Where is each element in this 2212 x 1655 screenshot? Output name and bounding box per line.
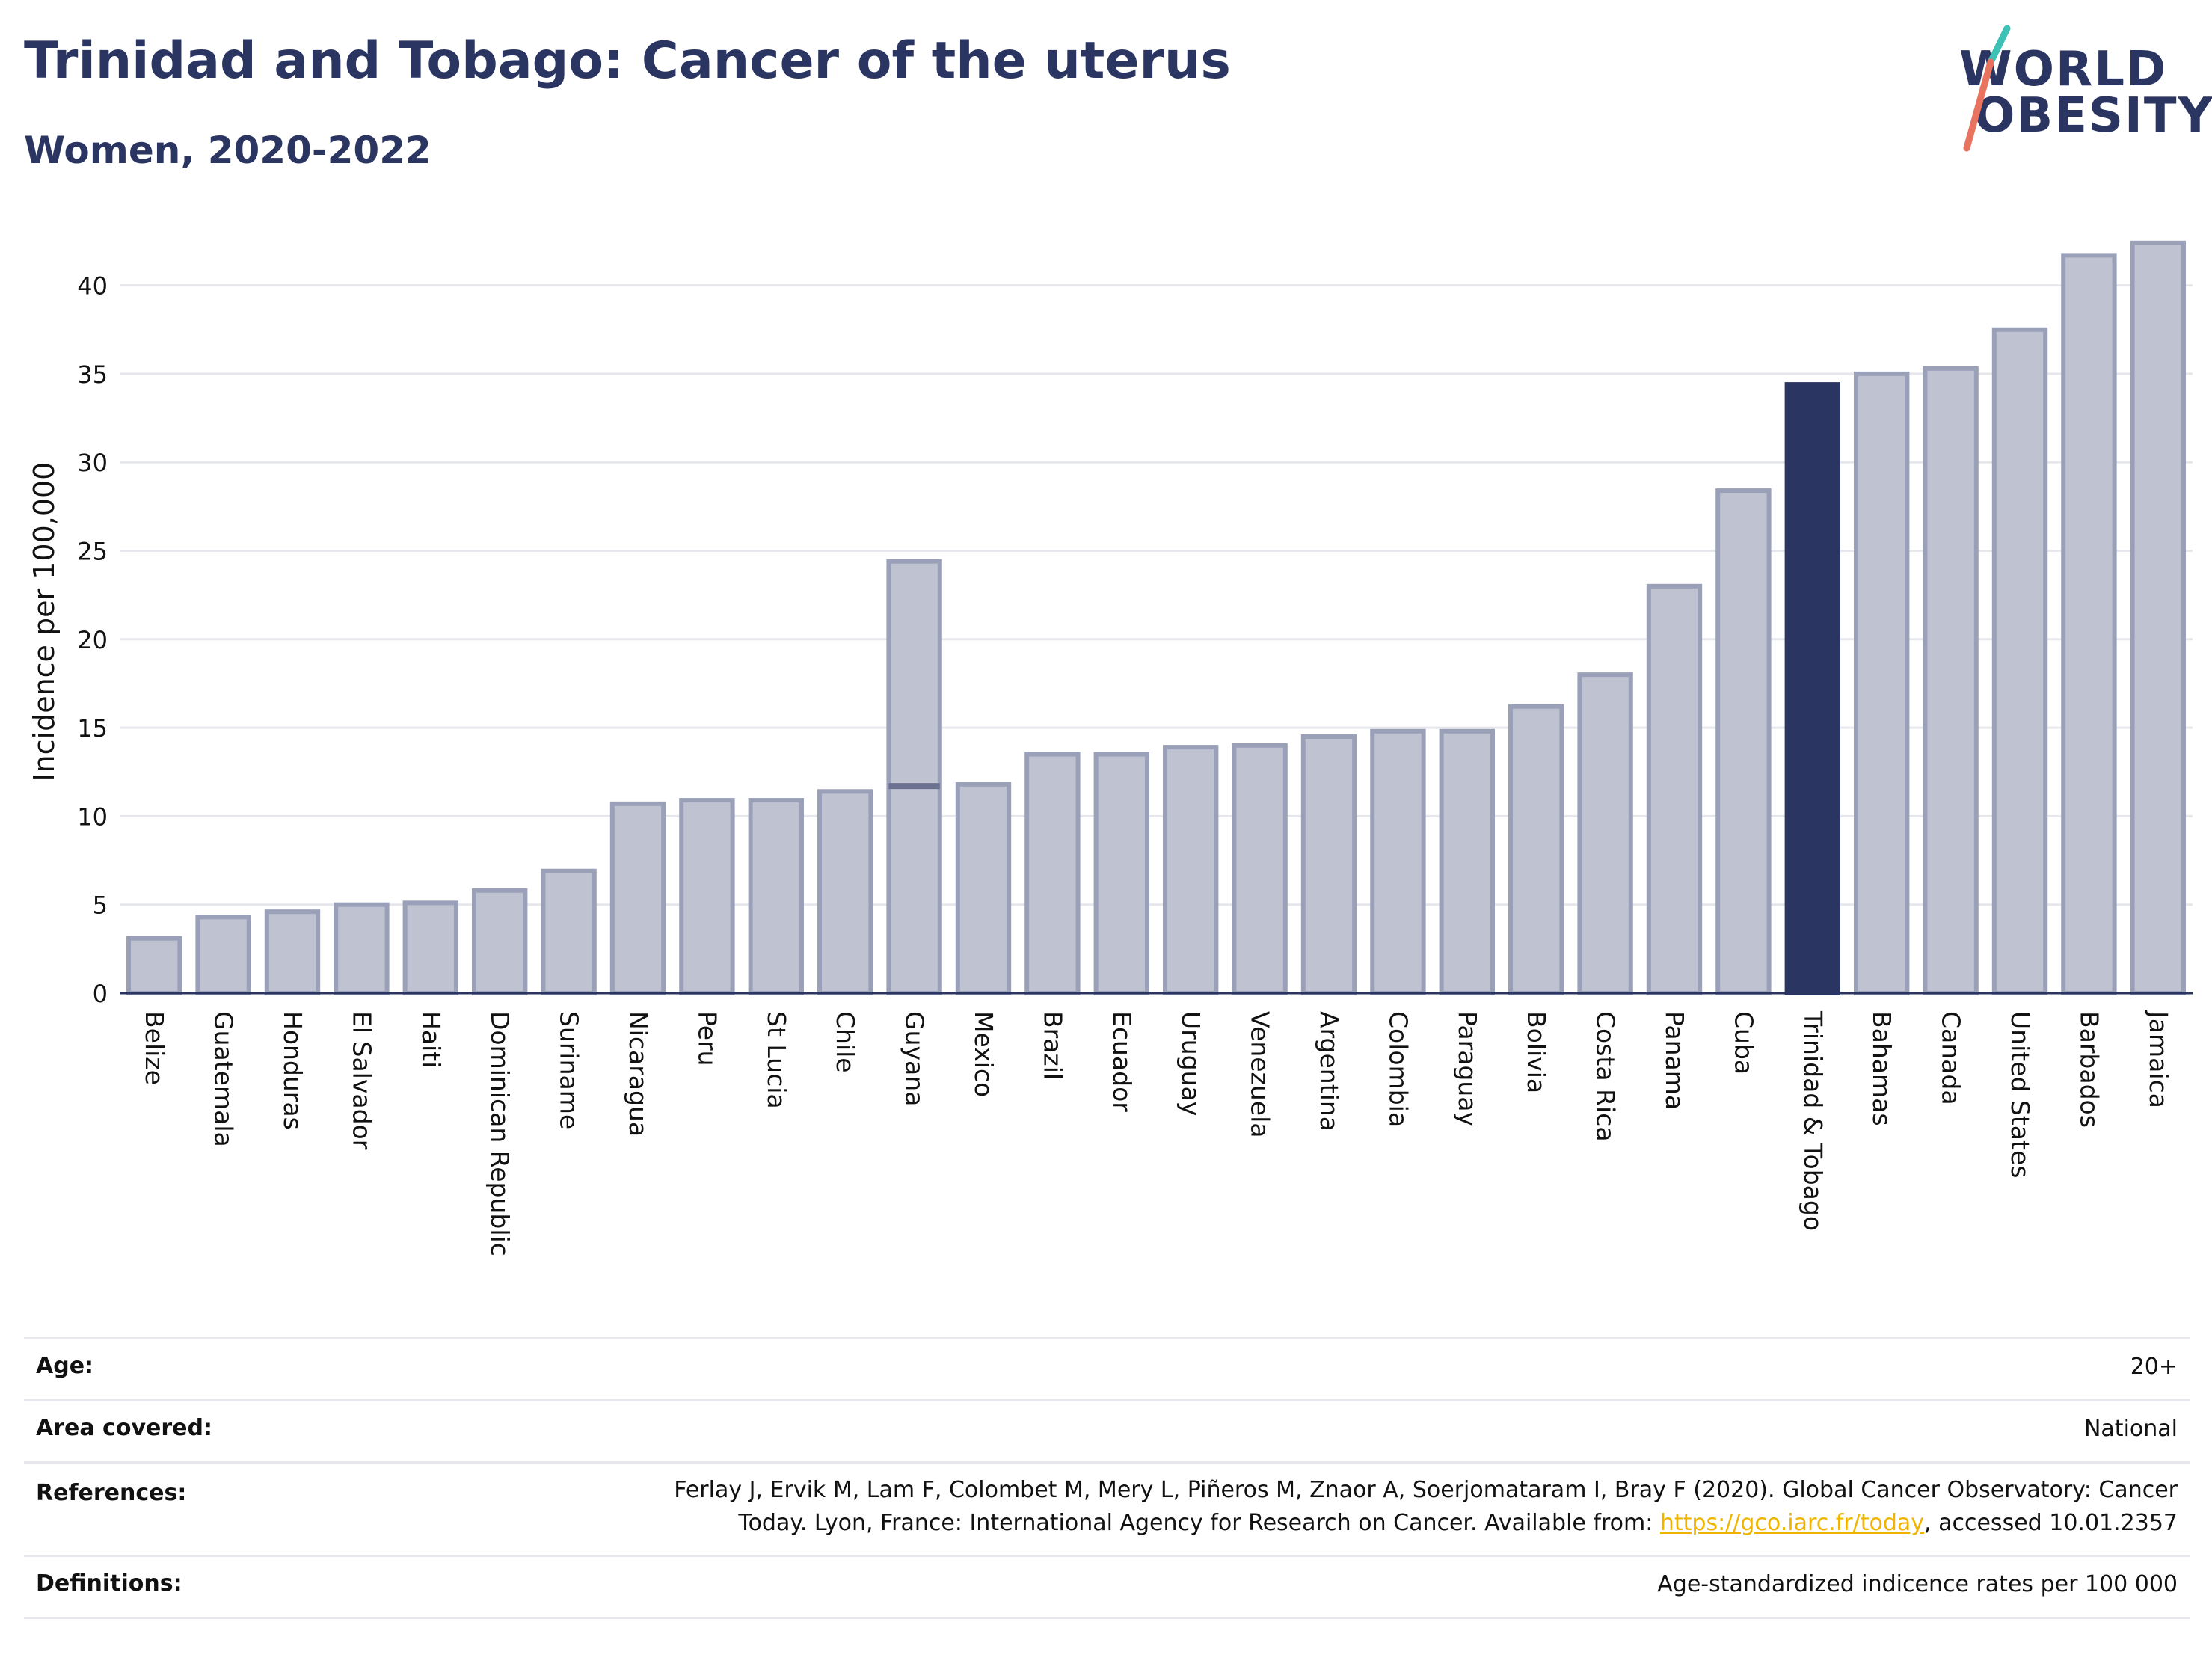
bar-guatemala (195, 915, 251, 996)
bar-bahamas (1854, 371, 1910, 995)
y-tick-label: 0 (93, 980, 108, 1008)
bar-bolivia (1508, 704, 1564, 995)
info-value-definitions: Age-standardized indicence rates per 100… (1657, 1571, 2178, 1597)
x-tick-label: Brazil (1038, 1011, 1067, 1080)
bar-uruguay (1163, 745, 1219, 995)
y-tick-label: 5 (93, 891, 108, 920)
bar-costa-rica (1577, 672, 1633, 995)
x-tick-label: Uruguay (1176, 1011, 1205, 1116)
x-tick-label: Guatemala (209, 1011, 239, 1147)
x-tick-label: Barbados (2074, 1011, 2104, 1128)
reference-accessed: , accessed 10.01.2357 (1924, 1510, 2178, 1536)
bar-panama (1646, 583, 1703, 995)
world-obesity-logo: WORLD OBESITY (1952, 21, 2212, 156)
bar-peru (679, 798, 735, 996)
x-tick-label: Suriname (555, 1011, 584, 1129)
y-tick-label: 25 (77, 538, 108, 566)
y-axis-label: Incidence per 100,000 (28, 462, 61, 782)
x-axis-labels: Belize Guatemala Honduras El Salvador Haiti D… (140, 1010, 2173, 1256)
logo-text-line2: OBESITY (1974, 88, 2212, 144)
x-tick-label: Canada (1937, 1011, 1966, 1105)
x-tick-label: El Salvador (347, 1011, 376, 1150)
x-tick-label: Trinidad & Tobago (1798, 1010, 1828, 1231)
bar-colombia (1370, 728, 1426, 995)
x-tick-label: Argentina (1315, 1011, 1344, 1132)
x-tick-label: Guyana (900, 1011, 930, 1106)
info-row-area: Area covered: National (24, 1399, 2190, 1461)
bar-jamaica (2130, 240, 2186, 996)
reference-line-1: Ferlay J, Ervik M, Lam F, Colombet M, Me… (674, 1477, 2178, 1503)
bar-el-salvador (334, 902, 390, 996)
y-tick-label: 40 (77, 272, 108, 301)
bar-mexico (955, 782, 1012, 995)
info-label-area: Area covered: (36, 1415, 212, 1441)
info-label-age: Age: (36, 1353, 94, 1379)
bar-ecuador (1093, 752, 1149, 996)
x-tick-label: Jamaica (2144, 1010, 2173, 1108)
bar-venezuela (1232, 743, 1288, 995)
x-tick-label: Paraguay (1453, 1011, 1482, 1126)
bar-suriname (541, 868, 597, 995)
x-tick-label: Bolivia (1522, 1011, 1551, 1093)
info-value-references: Ferlay J, Ervik M, Lam F, Colombet M, Me… (674, 1474, 2178, 1540)
info-row-references: References: Ferlay J, Ervik M, Lam F, Co… (24, 1461, 2190, 1555)
x-tick-label: Peru (692, 1011, 722, 1066)
y-tick-label: 30 (77, 449, 108, 477)
bar-chart: 0 5 10 15 20 25 30 35 40 Belize Guatemala Honduras… (28, 240, 2193, 1256)
bar-cuba (1715, 488, 1772, 995)
info-label-references: References: (36, 1480, 187, 1506)
bar-honduras (264, 909, 321, 995)
bar-chile (817, 789, 873, 995)
bar-st-lucia (748, 798, 804, 996)
info-label-definitions: Definitions: (36, 1570, 182, 1597)
bar-paraguay (1439, 728, 1495, 995)
x-tick-label: Nicaragua (624, 1011, 653, 1137)
x-tick-label: Haiti (417, 1011, 446, 1068)
logo-slash-icon (1963, 25, 2011, 152)
bar-nicaragua (609, 801, 666, 996)
x-tick-label: Bahamas (1867, 1011, 1896, 1126)
bar-brazil (1024, 752, 1081, 996)
x-tick-label: Venezuela (1246, 1011, 1275, 1137)
bar-united-states (1991, 327, 2048, 995)
bar-trinidad-tobago (1784, 382, 1840, 995)
x-tick-label: Costa Rica (1591, 1011, 1620, 1142)
bars (126, 240, 2186, 996)
x-tick-label: Belize (140, 1011, 169, 1085)
y-tick-label: 15 (77, 714, 108, 743)
x-tick-label: Panama (1660, 1011, 1689, 1110)
reference-line-2: Today. Lyon, France: International Agenc… (674, 1507, 2178, 1540)
info-table: Age: 20+ Area covered: National Referenc… (24, 1337, 2190, 1619)
bar-guyana (886, 559, 942, 996)
x-tick-label: Colombia (1383, 1011, 1413, 1127)
bar-belize (126, 936, 182, 995)
bar-barbados (2061, 253, 2117, 996)
x-tick-label: Mexico (969, 1011, 998, 1097)
y-axis-ticks: 0 5 10 15 20 25 30 35 40 (77, 272, 108, 1008)
info-row-age: Age: 20+ (24, 1337, 2190, 1399)
y-tick-label: 20 (77, 626, 108, 654)
bar-canada (1923, 366, 1979, 995)
x-tick-label: Chile (831, 1011, 860, 1073)
grid-lines (120, 284, 2193, 906)
x-tick-label: Honduras (278, 1011, 307, 1130)
chart-title: Trinidad and Tobago: Cancer of the uteru… (24, 31, 1231, 90)
bar-argentina (1300, 734, 1357, 995)
y-tick-label: 35 (77, 360, 108, 389)
chart-subtitle: Women, 2020-2022 (24, 129, 431, 172)
info-value-area: National (2083, 1416, 2178, 1442)
y-tick-label: 10 (77, 802, 108, 831)
bar-dominican-republic (472, 888, 528, 995)
x-tick-label: St Lucia (762, 1011, 791, 1109)
info-value-age: 20+ (2130, 1354, 2178, 1380)
reference-link[interactable]: https://gco.iarc.fr/today (1659, 1510, 1925, 1536)
x-tick-label: United States (2006, 1011, 2035, 1178)
x-tick-label: Ecuador (1107, 1011, 1137, 1112)
bar-haiti (402, 900, 458, 995)
reference-line-2-text: Today. Lyon, France: International Agenc… (738, 1510, 1660, 1536)
info-row-definitions: Definitions: Age-standardized indicence … (24, 1555, 2190, 1619)
x-tick-label: Cuba (1729, 1011, 1758, 1075)
x-tick-label: Dominican Republic (485, 1011, 514, 1256)
